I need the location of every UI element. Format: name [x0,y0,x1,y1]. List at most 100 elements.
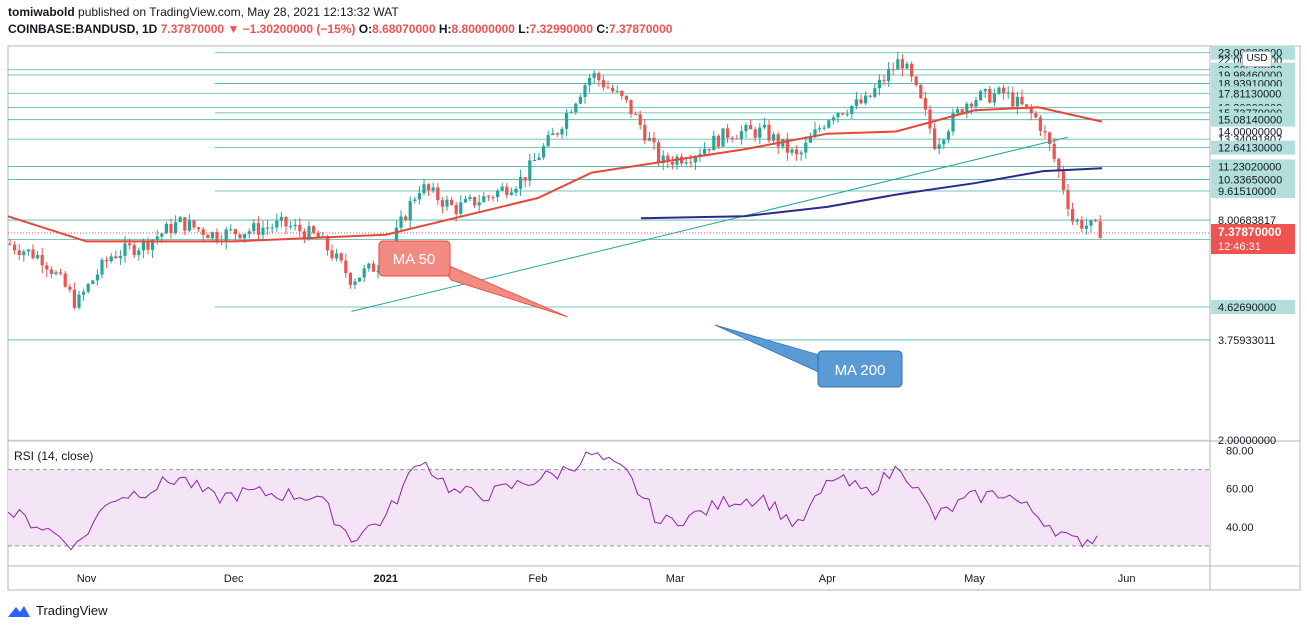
candle-body [1025,104,1029,107]
candle-body [983,89,987,92]
last-price: 7.37870000 [160,22,225,36]
currency-badge[interactable]: USD [1242,51,1272,67]
footer-brand[interactable]: TradingView [8,603,108,618]
candle-body [707,148,711,151]
candle-body [330,250,334,259]
candle-body [482,196,486,203]
candle-body [942,139,946,145]
candle-body [1066,190,1070,210]
candle-body [54,272,58,275]
y-axis-label: 11.23020000 [1218,161,1281,173]
candle-body [652,137,656,143]
candle-body [100,259,104,275]
candle-body [491,197,495,199]
candle-body [399,216,403,228]
candle-body [822,127,826,129]
candle-body [804,142,808,153]
candle-body [404,216,408,221]
candle-body [629,99,633,115]
chart-frame [7,45,1301,591]
candle-body [693,156,697,163]
candle-body [997,87,1001,94]
publish-text: published on TradingView.com, May 28, 20… [78,5,399,19]
candle-body [496,190,500,198]
candle-body [1080,219,1084,229]
candle-body [762,124,766,128]
candle-body [992,93,996,103]
candle-body [726,128,730,138]
candle-body [965,103,969,114]
candle-body [63,273,67,287]
candle-body [509,192,513,195]
candle-body [293,224,297,227]
candle-body [1006,92,1010,94]
candle-body [542,146,546,158]
y-axis-level-tag [1211,112,1295,127]
candle-body [49,269,53,275]
candle-body [601,80,605,88]
candle-body [95,274,99,281]
candle-body [537,157,541,160]
candle-body [657,142,661,164]
candle-body [505,186,509,195]
candle-body [877,79,881,89]
rsi-label: RSI (14, close) [14,449,93,463]
candle-body [91,280,95,284]
candle-body [417,193,421,200]
candle-body [611,87,615,92]
y-axis-label: 15.08140000 [1218,115,1282,127]
candle-body [689,162,693,164]
brand-name: TradingView [36,603,108,618]
author[interactable]: tomiwabold [8,5,75,19]
candle-body [523,177,527,181]
candle-body [348,273,352,285]
symbol-label[interactable]: COINBASE:BANDUSD, 1D [8,22,158,36]
candle-body [252,223,256,232]
candle-body [813,129,817,138]
candle-body [178,217,182,223]
candle-body [1075,219,1079,222]
candle-body [275,220,279,228]
y-axis-level-tag [1211,86,1295,101]
candle-body [1038,117,1042,131]
countdown-timer: 12:46:31 [1218,241,1261,253]
candle-body [776,134,780,147]
candle-body [431,187,435,191]
rsi-line [7,451,1098,551]
low-value: 7.32990000 [529,22,593,36]
candle-body [146,240,150,250]
candle-body [974,100,978,107]
candle-body [174,222,178,233]
candle-body [183,217,187,231]
candle-body [928,109,932,129]
candle-body [680,156,684,164]
candle-body [1048,132,1052,144]
y-axis-label: 4.62690000 [1218,302,1276,314]
candle-body [988,89,992,103]
candle-body [647,137,651,141]
candle-body [739,131,743,139]
ma50-line [7,106,1103,243]
candle-body [661,155,665,164]
y-axis-label: 12.64130000 [1218,143,1282,155]
candle-body [197,227,201,230]
candle-body [735,138,739,140]
candle-body [463,198,467,203]
last-price-tag [1211,224,1295,255]
candle-body [1020,96,1024,105]
x-axis-label: Jun [1118,573,1136,585]
candle-body [588,77,592,86]
candle-body [445,199,449,207]
candle-body [17,250,21,256]
candle-body [164,224,168,234]
candle-body [215,232,219,241]
candle-body [583,85,587,97]
candle-body [914,76,918,86]
candle-body [896,59,900,70]
candle-body [675,156,679,165]
ma50-callout-label: MA 50 [393,251,436,268]
candle-body [86,283,90,292]
candle-body [624,95,628,100]
candle-body [40,255,44,266]
